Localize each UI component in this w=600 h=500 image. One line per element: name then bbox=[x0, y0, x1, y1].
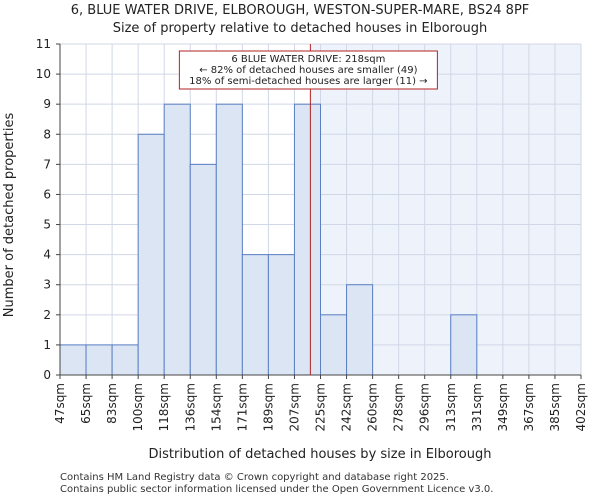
y-tick-label: 8 bbox=[43, 127, 51, 141]
histogram-bar bbox=[267, 254, 295, 376]
x-tick-label: 225sqm bbox=[314, 383, 328, 431]
y-tick-label: 11 bbox=[36, 37, 51, 51]
annotation-line-2: ← 82% of detached houses are smaller (49… bbox=[199, 65, 417, 76]
histogram-bar bbox=[85, 344, 113, 376]
x-tick-label: 154sqm bbox=[209, 383, 223, 431]
chart-title-block: 6, BLUE WATER DRIVE, ELBOROUGH, WESTON-S… bbox=[0, 2, 600, 38]
x-tick-label: 171sqm bbox=[235, 383, 249, 431]
x-tick-label: 349sqm bbox=[496, 383, 510, 431]
x-tick-label: 65sqm bbox=[79, 383, 93, 424]
histogram-bar bbox=[293, 103, 322, 376]
histogram-bar bbox=[111, 344, 139, 376]
footer-attribution: Contains HM Land Registry data © Crown c… bbox=[60, 472, 493, 496]
chart-subtitle: Size of property relative to detached ho… bbox=[112, 21, 488, 36]
annotation-line-3: 18% of semi-detached houses are larger (… bbox=[189, 76, 427, 87]
x-tick-label: 260sqm bbox=[366, 383, 380, 431]
y-tick-label: 7 bbox=[43, 157, 51, 171]
histogram-bar bbox=[189, 163, 217, 376]
x-tick-label: 100sqm bbox=[131, 383, 145, 431]
y-tick-label: 3 bbox=[43, 278, 51, 292]
histogram-bar bbox=[450, 314, 478, 376]
y-tick-label: 1 bbox=[43, 338, 51, 352]
y-tick-label: 4 bbox=[43, 248, 51, 262]
y-tick-label: 2 bbox=[43, 308, 51, 322]
histogram-bar bbox=[59, 344, 87, 376]
x-axis-label: Distribution of detached houses by size … bbox=[148, 447, 491, 462]
x-tick-label: 189sqm bbox=[261, 383, 275, 431]
x-tick-label: 385sqm bbox=[548, 383, 562, 431]
histogram-bar bbox=[215, 103, 243, 376]
x-tick-label: 47sqm bbox=[53, 383, 67, 424]
y-axis-label: Number of detached properties bbox=[2, 113, 17, 318]
y-tick-label: 5 bbox=[43, 218, 51, 232]
x-tick-label: 296sqm bbox=[418, 383, 432, 431]
x-tick-label: 118sqm bbox=[157, 383, 171, 431]
y-tick-label: 10 bbox=[36, 67, 51, 81]
annotation-box bbox=[178, 50, 438, 90]
x-tick-label: 278sqm bbox=[392, 383, 406, 431]
footer-line-1: Contains HM Land Registry data © Crown c… bbox=[60, 472, 449, 483]
x-tick-label: 331sqm bbox=[470, 383, 484, 431]
histogram-bar bbox=[137, 133, 165, 376]
histogram-bar bbox=[346, 284, 374, 376]
histogram-bar bbox=[241, 254, 269, 376]
footer-line-2: Contains public sector information licen… bbox=[60, 484, 494, 495]
histogram-bar bbox=[320, 314, 348, 376]
x-tick-label: 242sqm bbox=[340, 383, 354, 431]
x-tick-label: 207sqm bbox=[287, 383, 301, 431]
histogram-bar bbox=[163, 103, 191, 376]
y-tick-label: 9 bbox=[43, 97, 51, 111]
x-tick-label: 83sqm bbox=[105, 383, 119, 424]
x-tick-label: 402sqm bbox=[574, 383, 588, 431]
x-tick-label: 136sqm bbox=[183, 383, 197, 431]
annotation-line-1: 6 BLUE WATER DRIVE: 218sqm bbox=[231, 54, 385, 65]
y-tick-label: 6 bbox=[43, 187, 51, 201]
x-tick-label: 313sqm bbox=[444, 383, 458, 431]
x-tick-label: 367sqm bbox=[522, 383, 536, 431]
chart-title: 6, BLUE WATER DRIVE, ELBOROUGH, WESTON-S… bbox=[70, 3, 530, 18]
y-tick-label: 0 bbox=[43, 368, 51, 382]
